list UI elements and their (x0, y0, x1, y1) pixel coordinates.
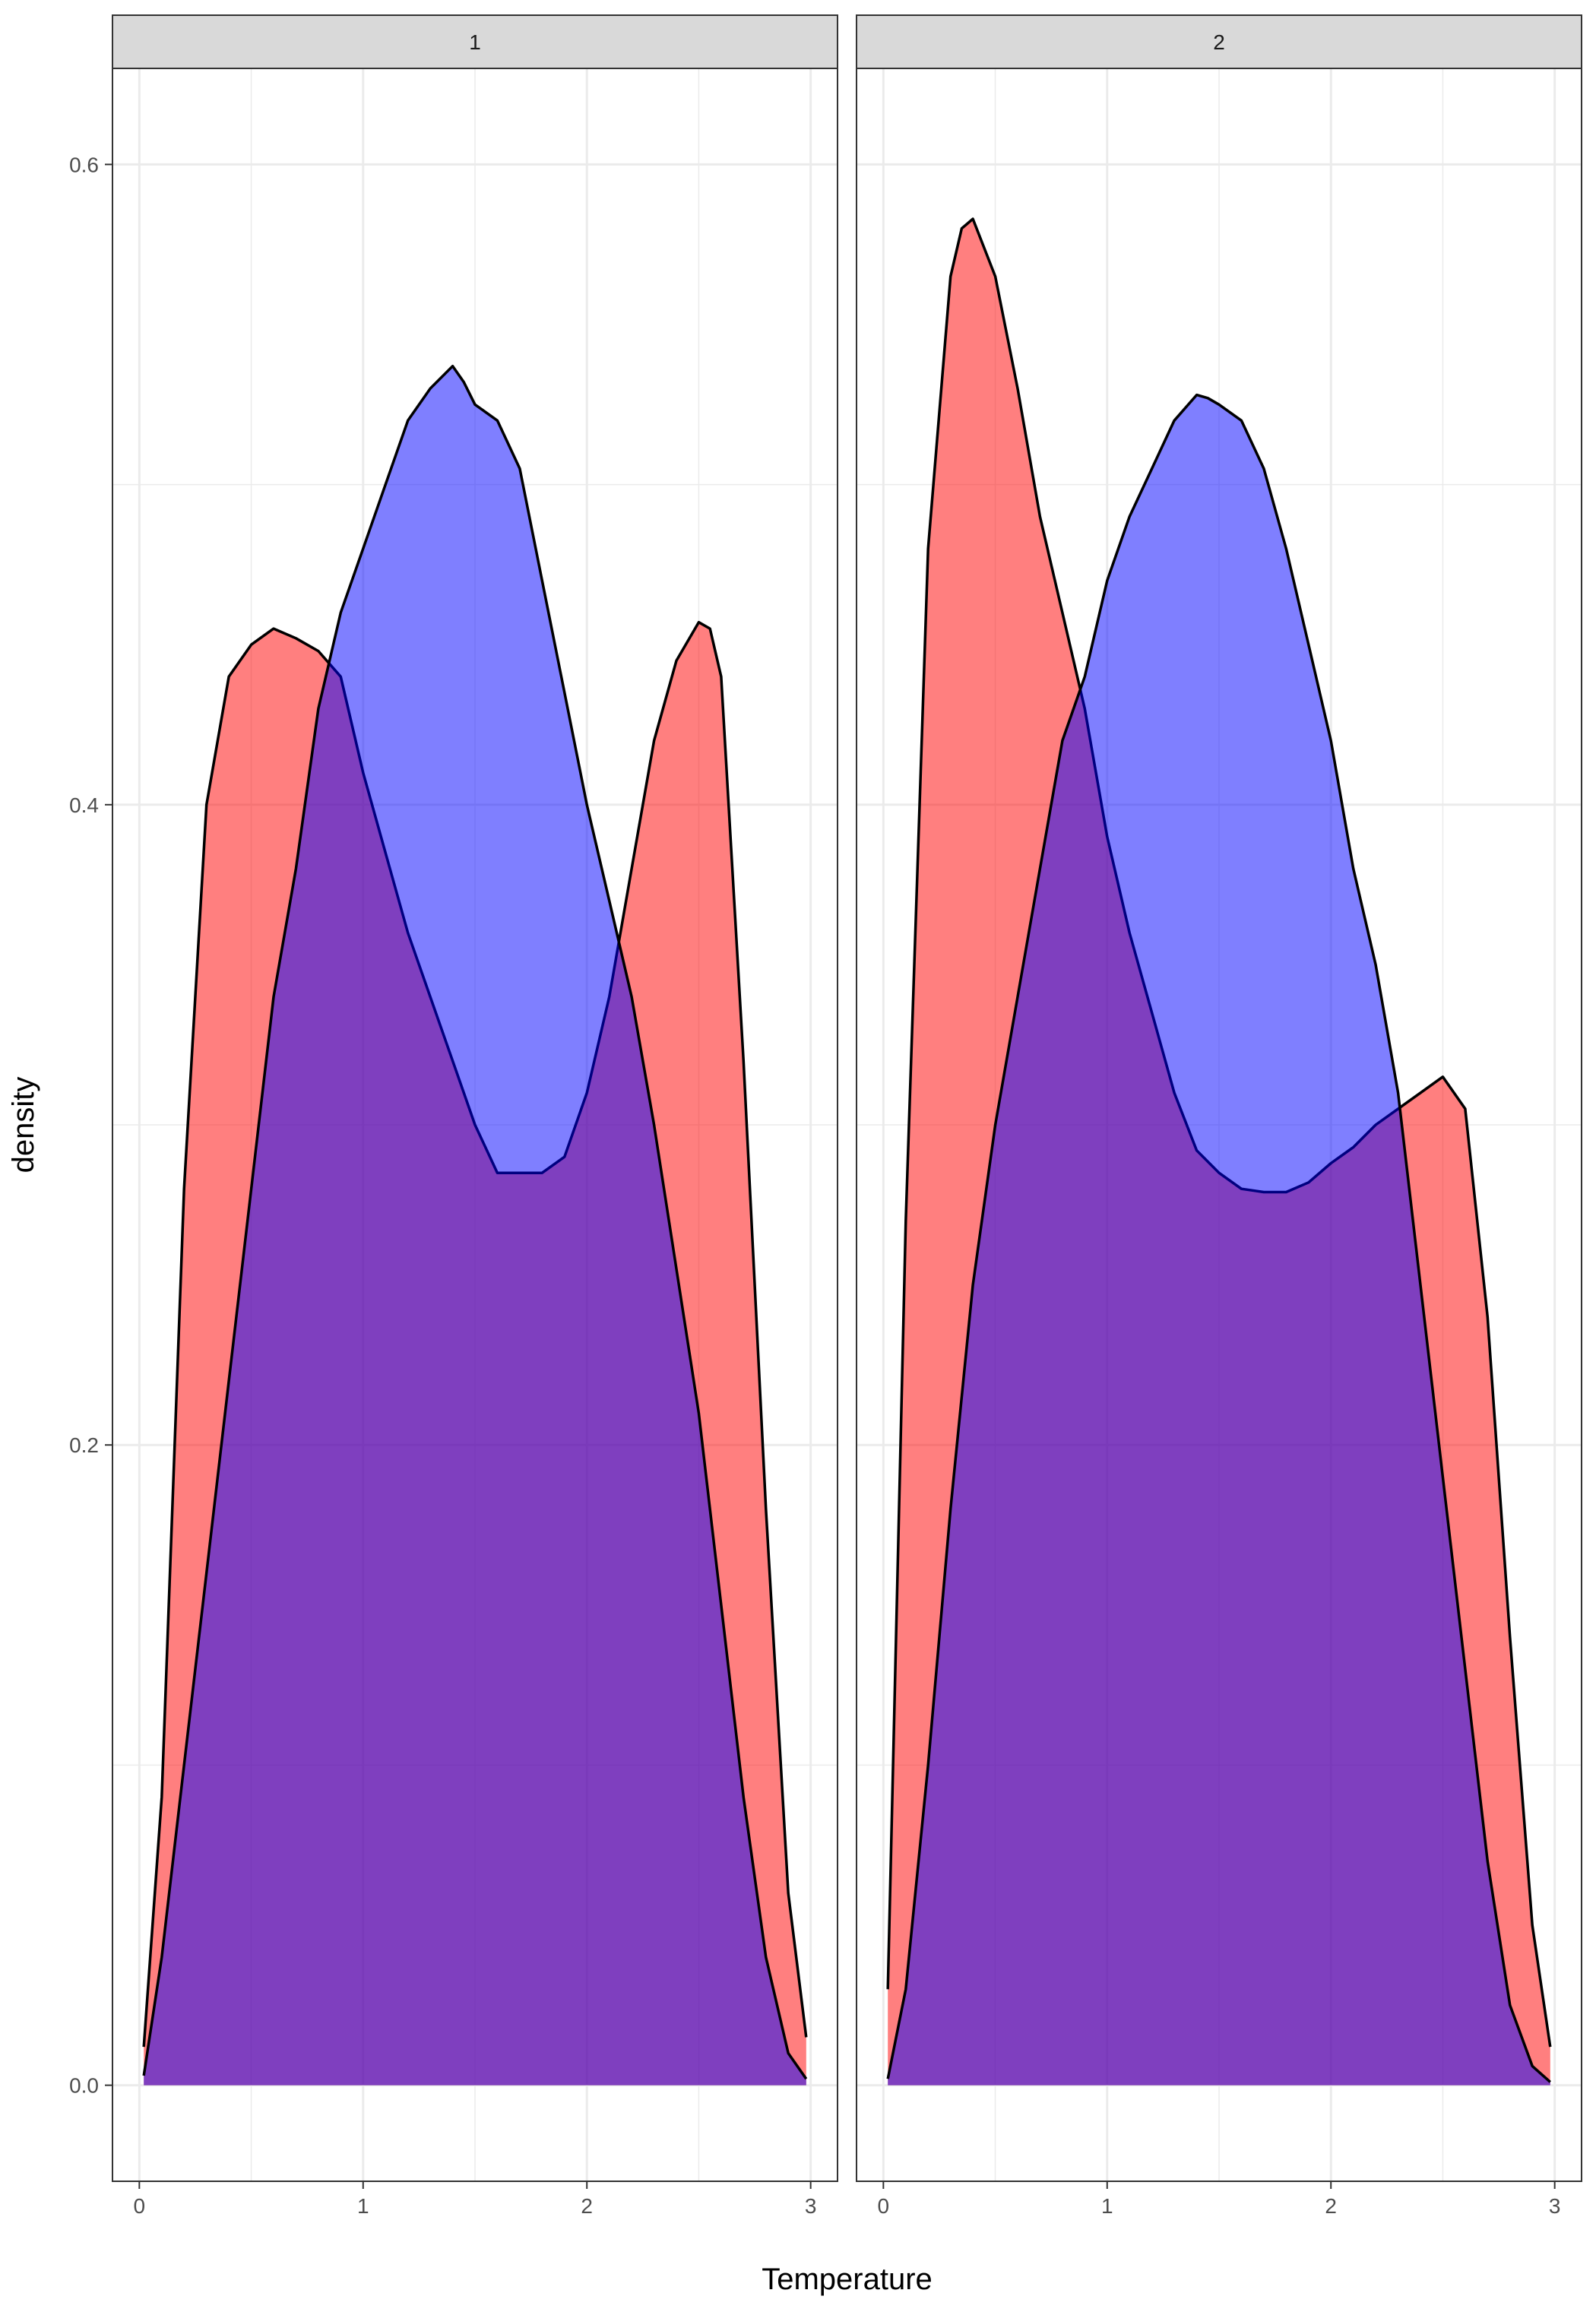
x-tick-label: 2 (1325, 2194, 1337, 2218)
x-tick-label: 0 (878, 2194, 890, 2218)
facet-strip (112, 14, 838, 69)
x-tick-label: 1 (357, 2194, 369, 2218)
y-tick-label: 0.2 (69, 1433, 99, 1457)
x-tick-label: 0 (134, 2194, 146, 2218)
facet-panel-2: 2 0 1 2 3 (856, 14, 1582, 2218)
density-area-blue (888, 394, 1550, 2086)
x-tick-label: 1 (1101, 2194, 1113, 2218)
x-tick-label: 3 (805, 2194, 817, 2218)
x-tick-label: 3 (1549, 2194, 1561, 2218)
facet-panel-1: 1 0 1 2 3 0.0 0.2 0.4 0.6 (69, 14, 838, 2218)
facet-strip-label: 1 (469, 30, 481, 54)
density-line-blue (886, 393, 1551, 2083)
y-tick-label: 0.6 (69, 153, 99, 176)
facet-strip (856, 14, 1582, 69)
density-line-blue (142, 364, 808, 2080)
density-area-blue (144, 366, 806, 2086)
y-tick-label: 0.0 (69, 2074, 99, 2098)
x-tick-label: 2 (581, 2194, 593, 2218)
y-axis-title: density (7, 1077, 40, 1173)
facet-panels: 1 0 1 2 3 0.0 0.2 0.4 0.6 2 0 1 2 3 (69, 14, 1582, 2218)
y-tick-label: 0.4 (69, 793, 99, 817)
x-axis-title: Temperature (762, 2263, 933, 2296)
facet-strip-label: 2 (1213, 30, 1225, 54)
